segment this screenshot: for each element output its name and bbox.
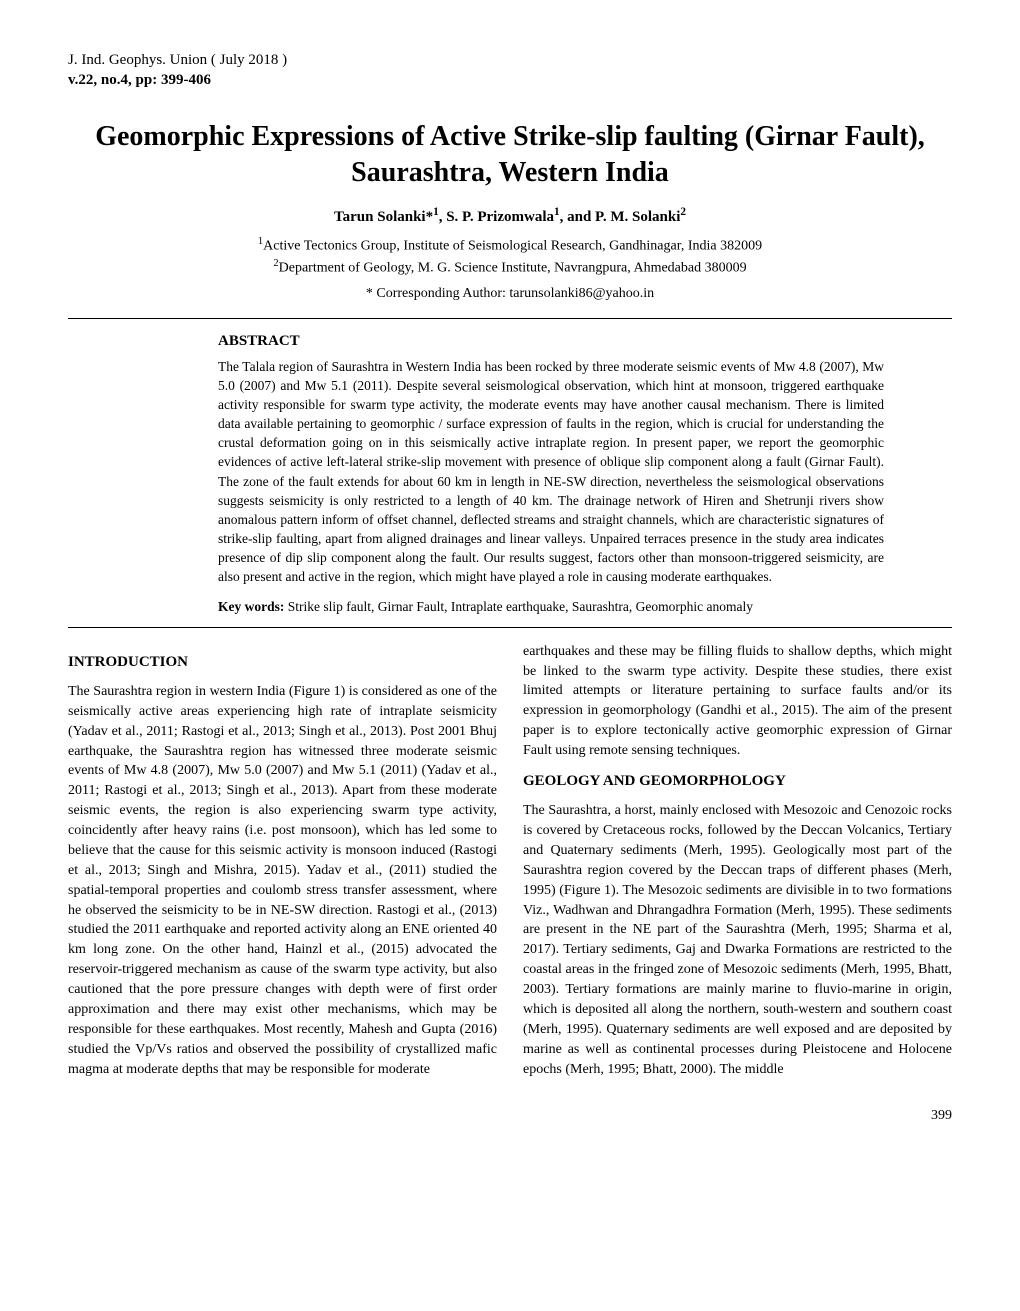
paper-title: Geomorphic Expressions of Active Strike-… <box>68 119 952 192</box>
journal-volume: v.22, no.4, pp: 399-406 <box>68 70 952 90</box>
page-number: 399 <box>68 1107 952 1126</box>
divider-top <box>68 318 952 319</box>
left-column: INTRODUCTION The Saurashtra region in we… <box>68 642 497 1080</box>
authors-line: Tarun Solanki*1, S. P. Prizomwala1, and … <box>68 205 952 227</box>
keywords-text: Strike slip fault, Girnar Fault, Intrapl… <box>284 599 753 614</box>
affiliations: 1Active Tectonics Group, Institute of Se… <box>68 234 952 280</box>
journal-name: J. Ind. Geophys. Union ( July 2018 ) <box>68 50 952 70</box>
corresponding-author: * Corresponding Author: tarunsolanki86@y… <box>68 285 952 304</box>
section-heading-introduction: INTRODUCTION <box>68 652 497 672</box>
section-heading-geology: GEOLOGY AND GEOMORPHOLOGY <box>523 771 952 791</box>
two-column-body: INTRODUCTION The Saurashtra region in we… <box>68 642 952 1080</box>
intro-paragraph: The Saurashtra region in western India (… <box>68 682 497 1080</box>
keywords-label: Key words: <box>218 599 284 614</box>
abstract-heading: ABSTRACT <box>218 331 884 351</box>
journal-header: J. Ind. Geophys. Union ( July 2018 ) v.2… <box>68 50 952 91</box>
divider-bottom <box>68 627 952 628</box>
geology-paragraph: The Saurashtra, a horst, mainly enclosed… <box>523 801 952 1079</box>
affiliation-2: 2Department of Geology, M. G. Science In… <box>68 256 952 279</box>
keywords-line: Key words: Strike slip fault, Girnar Fau… <box>218 598 884 616</box>
right-column: earthquakes and these may be filling flu… <box>523 642 952 1080</box>
intro-continuation: earthquakes and these may be filling flu… <box>523 642 952 761</box>
abstract-text: The Talala region of Saurashtra in Weste… <box>218 357 884 587</box>
abstract-block: ABSTRACT The Talala region of Saurashtra… <box>218 331 884 586</box>
affiliation-1: 1Active Tectonics Group, Institute of Se… <box>68 234 952 257</box>
